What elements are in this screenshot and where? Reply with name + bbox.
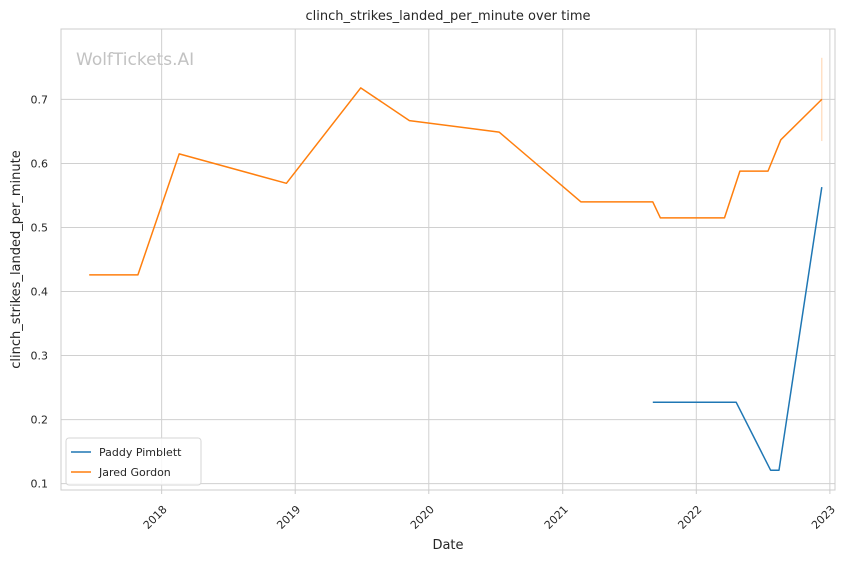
x-tick-label: 2018	[141, 503, 170, 532]
legend-label: Paddy Pimblett	[99, 446, 182, 459]
x-tick-label: 2019	[274, 503, 303, 532]
chart-title: clinch_strikes_landed_per_minute over ti…	[305, 9, 590, 24]
grid	[61, 29, 835, 490]
y-tick-label: 0.2	[31, 414, 49, 427]
y-tick-label: 0.3	[31, 350, 49, 363]
y-tick-label: 0.7	[31, 93, 49, 106]
legend: Paddy Pimblett Jared Gordon	[65, 437, 202, 486]
y-axis-label: clinch_strikes_landed_per_minute	[9, 150, 24, 368]
y-tick-label: 0.4	[31, 286, 49, 299]
series-layer	[89, 57, 823, 471]
series-line-0	[652, 186, 823, 471]
watermark: WolfTickets.AI	[76, 50, 194, 70]
plot-frame	[60, 28, 836, 491]
x-tick-label: 2021	[542, 503, 571, 532]
series-line-1	[89, 87, 823, 276]
x-tick-label: 2022	[675, 503, 704, 532]
y-tick-label: 0.5	[31, 221, 49, 234]
x-axis-ticks: 2018 2019 2020 2021 2022 2023	[141, 490, 838, 532]
legend-box	[65, 437, 202, 486]
legend-label: Jared Gordon	[98, 466, 171, 479]
y-axis-ticks: 0.1 0.2 0.3 0.4 0.5 0.6 0.7	[31, 93, 49, 490]
y-tick-label: 0.6	[31, 157, 49, 170]
plot-border	[60, 28, 836, 491]
x-tick-label: 2023	[809, 503, 838, 532]
x-tick-label: 2020	[408, 503, 437, 532]
x-axis-label: Date	[432, 538, 463, 553]
y-tick-label: 0.1	[31, 478, 49, 491]
